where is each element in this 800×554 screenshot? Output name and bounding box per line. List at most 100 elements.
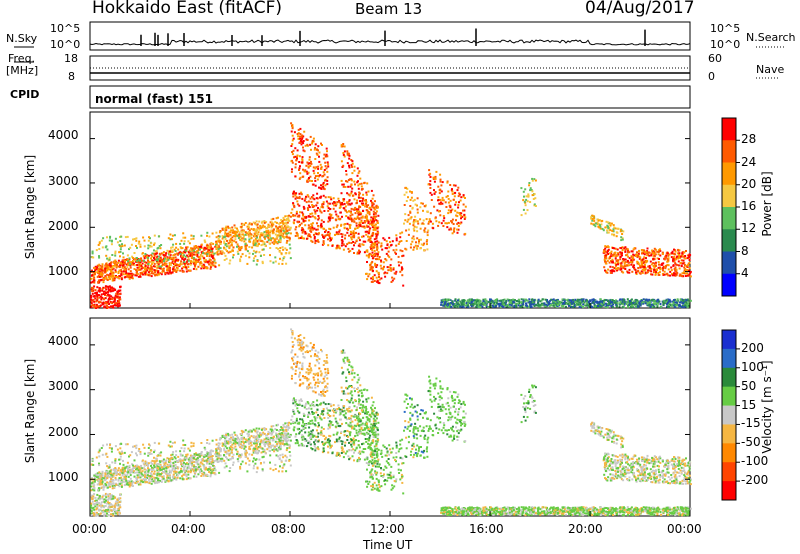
- power-cell: [325, 147, 328, 150]
- power-cell: [456, 306, 459, 308]
- power-cell: [675, 256, 678, 259]
- power-cell: [125, 271, 128, 274]
- power-cell: [552, 303, 555, 306]
- power-cell: [200, 247, 203, 249]
- power-cell: [399, 232, 402, 235]
- power-cell: [650, 254, 653, 257]
- velocity-cell: [98, 496, 101, 499]
- power-cell: [258, 228, 261, 231]
- power-cell: [630, 305, 633, 308]
- power-cell: [318, 208, 321, 211]
- power-cell: [438, 221, 441, 224]
- power-cell: [650, 303, 653, 306]
- power-cell: [376, 222, 379, 224]
- power-cell: [115, 304, 118, 307]
- power-cell: [356, 210, 358, 213]
- power-cell: [232, 232, 235, 235]
- velocity-cell: [97, 508, 100, 511]
- power-cell: [459, 213, 462, 216]
- power-cell: [273, 242, 276, 245]
- power-cell: [130, 261, 133, 264]
- power-cell: [362, 193, 365, 196]
- power-cell: [309, 165, 312, 167]
- power-cell: [338, 247, 341, 250]
- power-cell: [420, 238, 422, 241]
- power-cell: [114, 252, 117, 255]
- power-cell: [608, 257, 611, 259]
- power-cell: [254, 237, 257, 240]
- power-cell: [672, 304, 675, 307]
- power-cell: [98, 263, 101, 266]
- power-cell: [277, 239, 280, 242]
- power-cell: [458, 303, 461, 306]
- power-cell: [344, 237, 346, 240]
- power-cell: [624, 261, 627, 264]
- power-cell: [137, 259, 140, 261]
- power-cell: [275, 217, 278, 220]
- power-cell: [684, 264, 687, 267]
- power-cell: [372, 194, 375, 197]
- power-cell: [203, 252, 206, 255]
- power-cell: [147, 256, 150, 259]
- power-cell: [267, 230, 270, 233]
- power-cell: [375, 204, 378, 207]
- power-cell: [497, 303, 500, 306]
- power-cell: [523, 200, 526, 203]
- power-cell: [115, 265, 118, 268]
- power-cell: [598, 219, 601, 222]
- power-cell: [136, 266, 139, 269]
- power-cell: [156, 258, 159, 260]
- power-cell: [529, 304, 532, 307]
- power-cell: [493, 299, 496, 302]
- power-cell: [252, 228, 255, 231]
- power-cell: [496, 302, 499, 305]
- power-cell: [155, 273, 158, 276]
- velocity-cell: [107, 508, 110, 511]
- power-cell: [242, 234, 245, 237]
- power-cell: [152, 261, 155, 264]
- power-cell: [416, 247, 419, 250]
- power-cell: [647, 302, 650, 304]
- power-cell: [460, 217, 462, 220]
- power-cell: [135, 239, 138, 242]
- power-cell: [366, 211, 369, 214]
- power-cell: [458, 300, 461, 303]
- power-cell: [524, 212, 527, 215]
- power-cell: [285, 225, 288, 228]
- power-cell: [265, 230, 268, 233]
- power-cell: [450, 306, 453, 308]
- power-cell: [658, 248, 661, 251]
- power-cell: [106, 248, 109, 251]
- power-cell: [109, 278, 111, 281]
- power-cell: [172, 257, 175, 260]
- power-cell: [359, 213, 362, 216]
- power-cell: [520, 301, 523, 304]
- power-cell: [274, 256, 277, 259]
- power-cell: [227, 227, 230, 230]
- power-cell: [621, 238, 624, 241]
- power-cell: [285, 235, 288, 238]
- power-cell: [285, 222, 288, 225]
- power-cell: [610, 250, 613, 253]
- power-cell: [489, 298, 492, 301]
- power-cell: [668, 253, 671, 256]
- power-cell: [263, 225, 266, 228]
- power-cell: [319, 210, 322, 213]
- power-cell: [227, 225, 230, 228]
- power-cell: [353, 169, 356, 172]
- velocity-cell: [114, 496, 117, 499]
- power-cell: [450, 210, 452, 213]
- power-cell: [151, 267, 154, 270]
- power-cell: [93, 303, 96, 306]
- power-cell: [429, 187, 432, 189]
- power-cell: [658, 271, 661, 274]
- power-cell: [606, 271, 609, 274]
- power-cell: [611, 266, 614, 269]
- power-cell: [106, 294, 109, 297]
- power-cell: [170, 238, 173, 241]
- power-cell: [92, 287, 95, 290]
- power-cell: [358, 249, 360, 252]
- velocity-cell: [114, 504, 117, 507]
- power-cell: [623, 300, 626, 303]
- power-cell: [597, 302, 600, 305]
